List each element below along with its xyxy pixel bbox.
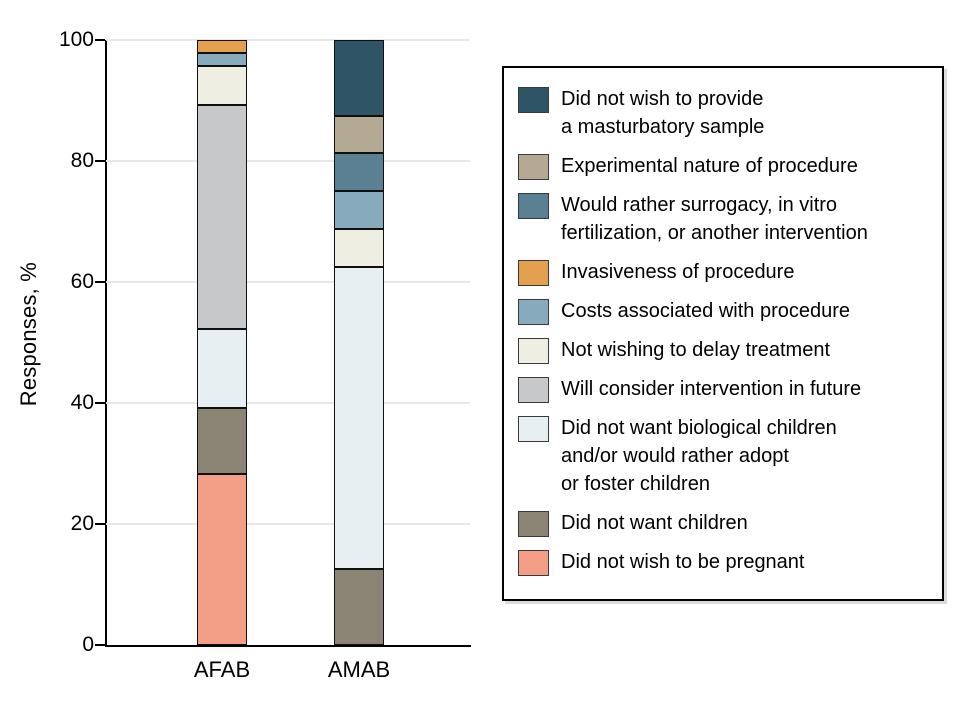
bar-segment-amab [334, 115, 384, 154]
y-tick-label-40: 40 [70, 391, 94, 414]
legend-item: Did not want biological children and/or w… [518, 414, 928, 498]
legend-label: Will consider intervention in future [561, 375, 861, 403]
legend-label-line: fertilization, or another intervention [561, 222, 868, 244]
legend-label: Costs associated with procedure [561, 297, 850, 325]
y-tick-mark-80 [95, 160, 105, 162]
legend-item: Did not want children [518, 509, 928, 537]
legend-label-line: or foster children [561, 473, 710, 495]
bar-segment-amab [334, 40, 384, 116]
legend-swatch [518, 550, 549, 576]
gridline-60 [106, 281, 470, 283]
bar-segment-afab [197, 66, 247, 106]
legend-label-line: a masturbatory sample [561, 116, 765, 138]
y-tick-label-80: 80 [70, 149, 94, 172]
y-tick-label-0: 0 [82, 633, 94, 656]
bar-segment-afab [197, 40, 247, 53]
y-tick-mark-60 [95, 281, 105, 283]
legend-item: Experimental nature of procedure [518, 152, 928, 180]
bar-segment-amab [334, 153, 384, 192]
legend-swatch [518, 87, 549, 113]
plot-area [106, 39, 470, 645]
bar-segment-amab [334, 266, 384, 570]
legend-label-line: Did not wish to be pregnant [561, 551, 805, 573]
bar-segment-afab [197, 407, 247, 474]
y-tick-mark-20 [95, 523, 105, 525]
x-category-label-amab: AMAB [327, 657, 391, 682]
bar-segment-amab [334, 569, 384, 645]
legend-swatch [518, 260, 549, 286]
gridline-40 [106, 402, 470, 404]
legend: Did not wish to provide a masturbatory sa… [502, 66, 944, 601]
bar-amab [334, 40, 384, 645]
legend-item: Invasiveness of procedure [518, 258, 928, 286]
legend-label: Would rather surrogacy, in vitro fertiliz… [561, 191, 868, 247]
bar-segment-afab [197, 105, 247, 330]
bar-segment-afab [197, 473, 247, 645]
legend-item: Costs associated with procedure [518, 297, 928, 325]
legend-item: Did not wish to provide a masturbatory sa… [518, 85, 928, 141]
legend-label: Did not wish to provide a masturbatory sa… [561, 85, 764, 141]
bar-segment-afab [197, 52, 247, 67]
legend-label-line: Did not wish to provide [561, 88, 764, 110]
legend-swatch [518, 511, 549, 537]
x-axis-line [105, 645, 471, 647]
legend-label-line: Costs associated with procedure [561, 300, 851, 322]
legend-swatch [518, 416, 549, 442]
x-category-label-afab: AFAB [193, 657, 251, 682]
legend-swatch [518, 377, 549, 403]
bar-segment-afab [197, 329, 247, 408]
legend-label: Did not want children [561, 509, 748, 537]
legend-item: Did not wish to be pregnant [518, 548, 928, 576]
y-tick-mark-40 [95, 402, 105, 404]
legend-swatch [518, 193, 549, 219]
legend-item: Will consider intervention in future [518, 375, 928, 403]
legend-item: Not wishing to delay treatment [518, 336, 928, 364]
legend-label-line: Experimental nature of procedure [561, 155, 858, 177]
legend-label-line: Not wishing to delay treatment [561, 339, 831, 361]
legend-label: Not wishing to delay treatment [561, 336, 830, 364]
legend-label-line: Invasiveness of procedure [561, 261, 795, 283]
y-axis-line [105, 40, 107, 647]
gridline-80 [106, 160, 470, 162]
legend-label-line: Would rather surrogacy, in vitro [561, 194, 838, 216]
legend-label: Experimental nature of procedure [561, 152, 858, 180]
legend-swatch [518, 338, 549, 364]
bar-afab [197, 40, 247, 645]
legend-swatch [518, 154, 549, 180]
y-tick-label-20: 20 [70, 512, 94, 535]
bar-segment-amab [334, 191, 384, 230]
legend-label: Did not want biological children and/or w… [561, 414, 837, 498]
bar-segment-amab [334, 229, 384, 267]
legend-label-line: Did not want biological children [561, 417, 837, 439]
y-tick-label-100: 100 [58, 28, 94, 51]
legend-label: Invasiveness of procedure [561, 258, 794, 286]
legend-label: Did not wish to be pregnant [561, 548, 805, 576]
legend-label-line: Did not want children [561, 512, 748, 534]
gridline-20 [106, 523, 470, 525]
y-tick-label-60: 60 [70, 270, 94, 293]
gridline-100 [106, 39, 470, 41]
legend-label-line: and/or would rather adopt [561, 445, 789, 467]
y-tick-mark-100 [95, 39, 105, 41]
legend-swatch [518, 299, 549, 325]
legend-item: Would rather surrogacy, in vitro fertiliz… [518, 191, 928, 247]
legend-label-line: Will consider intervention in future [561, 378, 862, 400]
y-tick-mark-0 [95, 644, 105, 646]
